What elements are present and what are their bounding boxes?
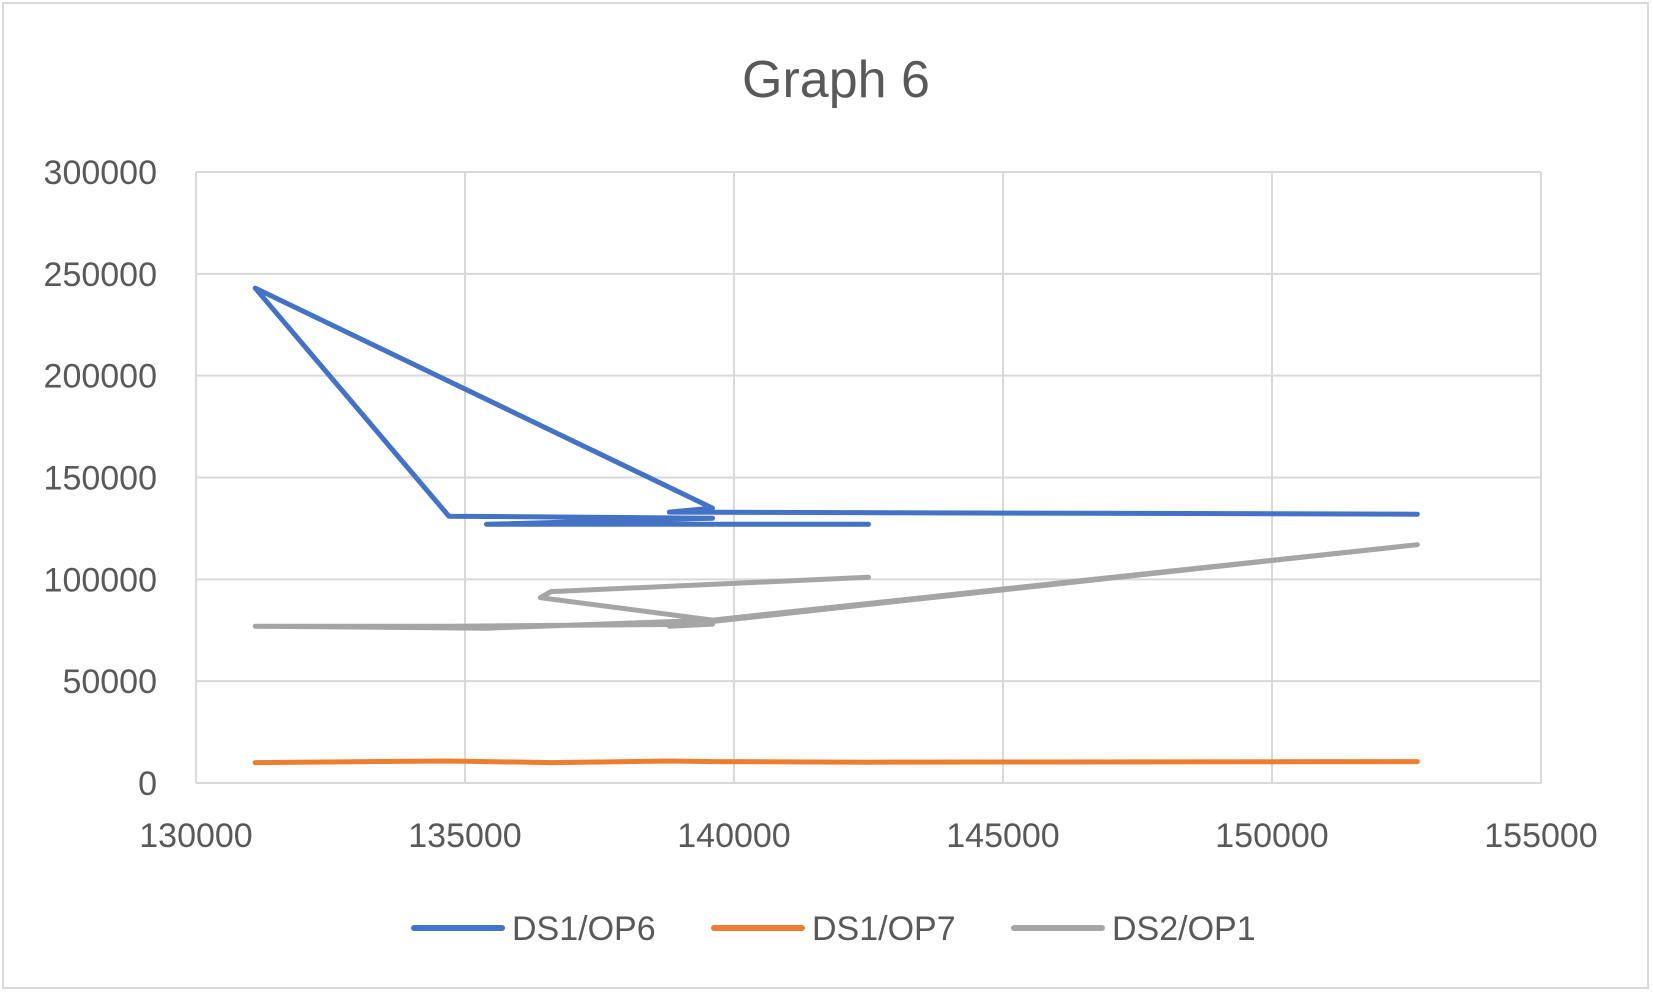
series-lines [252, 285, 1420, 766]
y-tick-label: 0 [138, 765, 157, 803]
x-tick-label: 150000 [1215, 817, 1328, 855]
x-tick-label: 130000 [139, 817, 252, 855]
y-tick-label: 250000 [44, 256, 157, 294]
y-tick-label: 300000 [44, 154, 157, 192]
y-tick-label: 150000 [44, 460, 157, 498]
y-tick-label: 100000 [44, 561, 157, 599]
series-line-ds1-op6 [252, 285, 1420, 527]
x-tick-label: 140000 [677, 817, 790, 855]
gridlines [195, 171, 1542, 784]
chart-svg: Graph 6 0 50000 100000 150000 200000 250000 30… [44, 51, 1598, 948]
series-line-ds2-op1 [252, 542, 1420, 631]
axes: 0 50000 100000 150000 200000 250000 300000 1300… [44, 154, 1598, 855]
legend-label: DS2/OP1 [1112, 910, 1256, 948]
y-tick-label: 50000 [62, 663, 157, 701]
x-tick-label: 145000 [946, 817, 1059, 855]
legend: DS1/OP6 DS1/OP7 DS2/OP1 [411, 910, 1256, 948]
chart-title: Graph 6 [742, 51, 930, 109]
x-tick-label: 155000 [1484, 817, 1597, 855]
legend-label: DS1/OP7 [812, 910, 956, 948]
legend-label: DS1/OP6 [512, 910, 656, 948]
series-line-ds1-op7 [252, 758, 1420, 766]
x-tick-label: 135000 [408, 817, 521, 855]
y-tick-label: 200000 [44, 358, 157, 396]
